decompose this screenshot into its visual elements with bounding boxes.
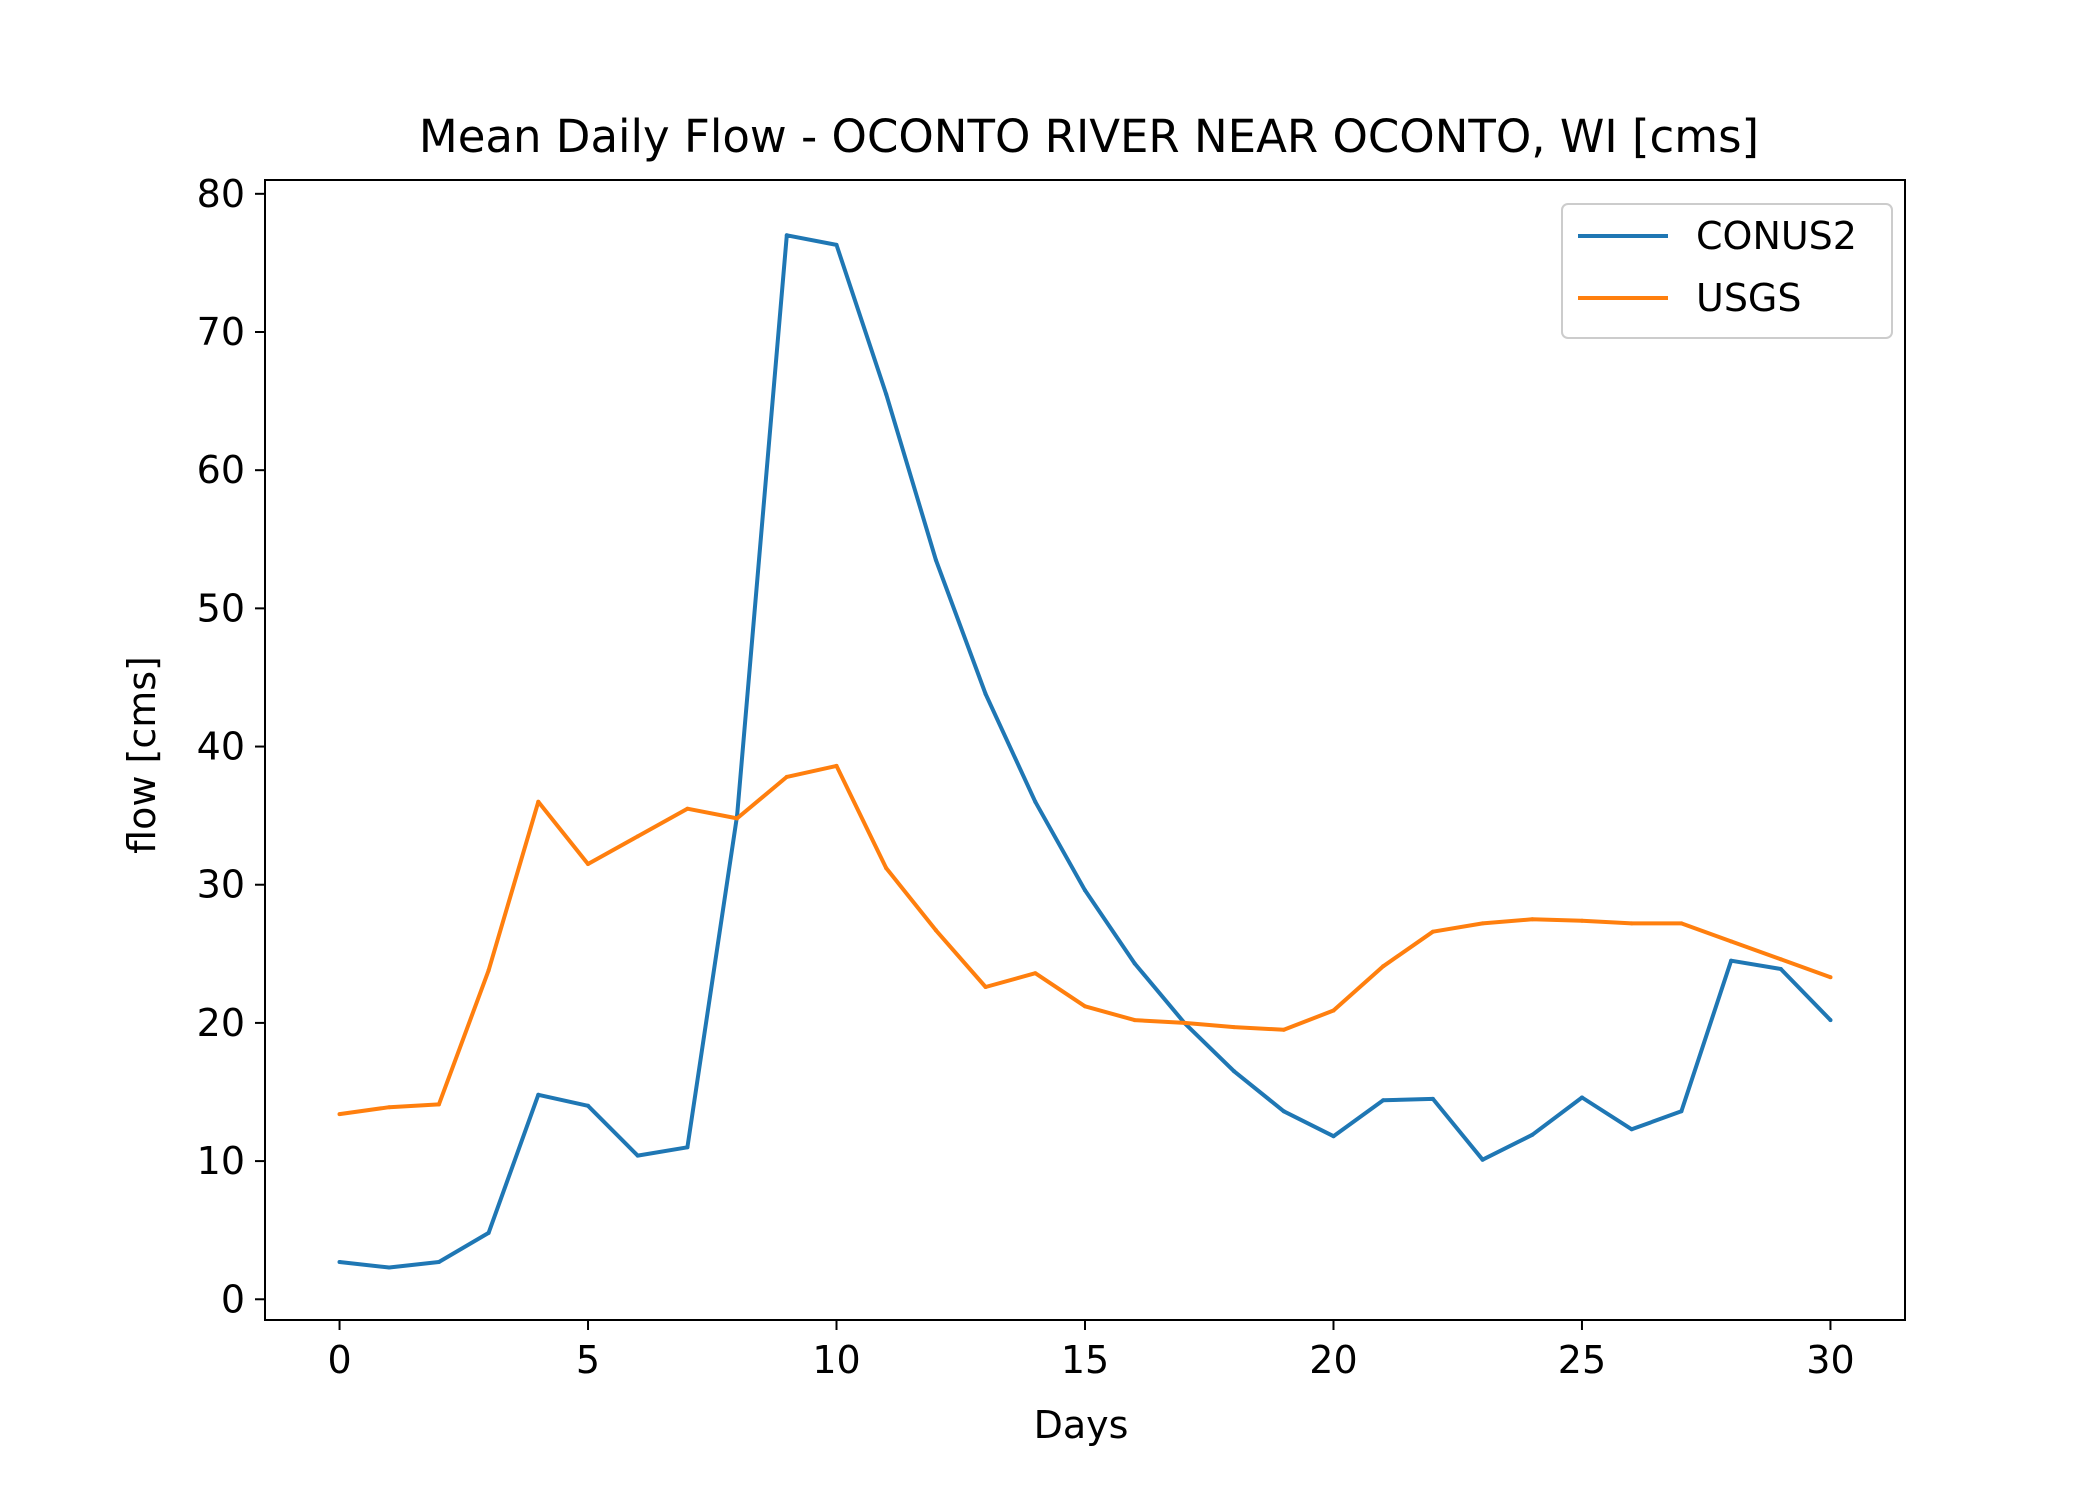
y-tick-label: 50: [197, 586, 245, 630]
x-axis-label: Days: [1034, 1403, 1129, 1447]
x-tick-label: 25: [1558, 1338, 1606, 1382]
data-point: [586, 862, 590, 866]
data-point: [933, 928, 938, 933]
data-point: [1580, 1095, 1584, 1100]
series-line: [339, 763, 1832, 1117]
data-point: [834, 763, 839, 768]
x-tick-label: 10: [812, 1338, 860, 1382]
data-point: [436, 1260, 441, 1264]
legend-item-conus2: CONUS2: [1578, 214, 1857, 258]
data-point: [1629, 921, 1634, 926]
legend-label: CONUS2: [1696, 214, 1857, 258]
legend: CONUS2 USGS: [1561, 203, 1893, 339]
data-point: [436, 1102, 441, 1107]
data-point: [735, 816, 740, 821]
data-point: [1331, 1008, 1336, 1013]
x-tick-label: 0: [327, 1338, 351, 1382]
data-point: [685, 1145, 690, 1150]
data-point: [784, 774, 789, 779]
series-usgs: [337, 763, 1833, 1117]
data-point: [1430, 929, 1435, 934]
data-point: [983, 692, 988, 696]
data-point: [337, 1260, 342, 1264]
chart-title: Mean Daily Flow - OCONTO RIVER NEAR OCON…: [419, 110, 1759, 163]
x-tick-label: 30: [1806, 1338, 1854, 1382]
data-point: [685, 806, 690, 811]
data-point: [1530, 1132, 1535, 1137]
x-tick-label: 5: [576, 1338, 600, 1382]
data-point: [635, 834, 640, 839]
legend-label: USGS: [1696, 276, 1802, 320]
data-point: [933, 558, 938, 562]
data-point: [884, 392, 889, 397]
plot-area: [264, 179, 1906, 1321]
data-point: [586, 1103, 590, 1108]
data-point: [536, 799, 541, 804]
data-point: [784, 233, 789, 238]
data-point: [1132, 961, 1137, 966]
data-point: [1281, 1109, 1286, 1114]
data-point: [1331, 1134, 1336, 1139]
data-point: [486, 968, 491, 973]
data-point: [1033, 971, 1038, 976]
data-point: [1828, 1018, 1833, 1023]
y-tick-label: 70: [197, 310, 245, 354]
data-point: [1083, 1004, 1087, 1009]
data-point: [1430, 1096, 1435, 1101]
data-point: [1729, 939, 1734, 944]
y-axis: 0 10 20 30 40 50 60 70 80: [197, 172, 265, 1321]
series-line: [339, 233, 1832, 1270]
data-point: [1232, 1025, 1237, 1030]
data-point: [1281, 1027, 1286, 1032]
y-tick-label: 10: [197, 1139, 245, 1183]
data-point: [1778, 967, 1783, 971]
y-tick-label: 40: [197, 725, 245, 769]
data-point: [1828, 975, 1833, 980]
data-point: [983, 985, 988, 989]
data-point: [1182, 1020, 1187, 1025]
data-point: [1083, 888, 1087, 893]
x-tick-label: 20: [1309, 1338, 1357, 1382]
data-point: [834, 242, 839, 247]
data-point: [1033, 799, 1038, 804]
y-tick-label: 80: [197, 172, 245, 216]
series-conus2: [337, 233, 1833, 1270]
data-point: [635, 1153, 640, 1158]
data-point: [1480, 1157, 1485, 1162]
series-layer: [337, 233, 1833, 1270]
y-tick-label: 60: [197, 448, 245, 492]
data-point: [1629, 1127, 1634, 1132]
data-point: [884, 866, 889, 871]
data-point: [1132, 1018, 1137, 1023]
data-point: [1729, 958, 1734, 963]
x-axis: 0 5 10 15 20 25 30: [327, 1320, 1855, 1382]
data-point: [1580, 918, 1584, 923]
data-point: [1381, 1098, 1386, 1103]
data-point: [387, 1265, 392, 1270]
plot-frame: [264, 179, 1906, 1321]
data-point: [337, 1112, 342, 1117]
legend-item-usgs: USGS: [1578, 276, 1802, 320]
y-tick-label: 20: [197, 1001, 245, 1045]
y-tick-label: 0: [221, 1277, 245, 1321]
y-axis-label: flow [cms]: [120, 656, 164, 854]
x-tick-label: 15: [1061, 1338, 1109, 1382]
data-point: [1480, 921, 1485, 926]
data-point: [486, 1230, 491, 1235]
data-point: [387, 1105, 392, 1110]
data-point: [1679, 921, 1684, 926]
data-point: [1232, 1069, 1237, 1074]
data-point: [536, 1092, 541, 1097]
data-point: [1530, 917, 1535, 922]
data-point: [1679, 1109, 1684, 1114]
data-point: [1381, 964, 1386, 969]
y-tick-label: 30: [197, 863, 245, 907]
data-point: [1778, 957, 1783, 962]
